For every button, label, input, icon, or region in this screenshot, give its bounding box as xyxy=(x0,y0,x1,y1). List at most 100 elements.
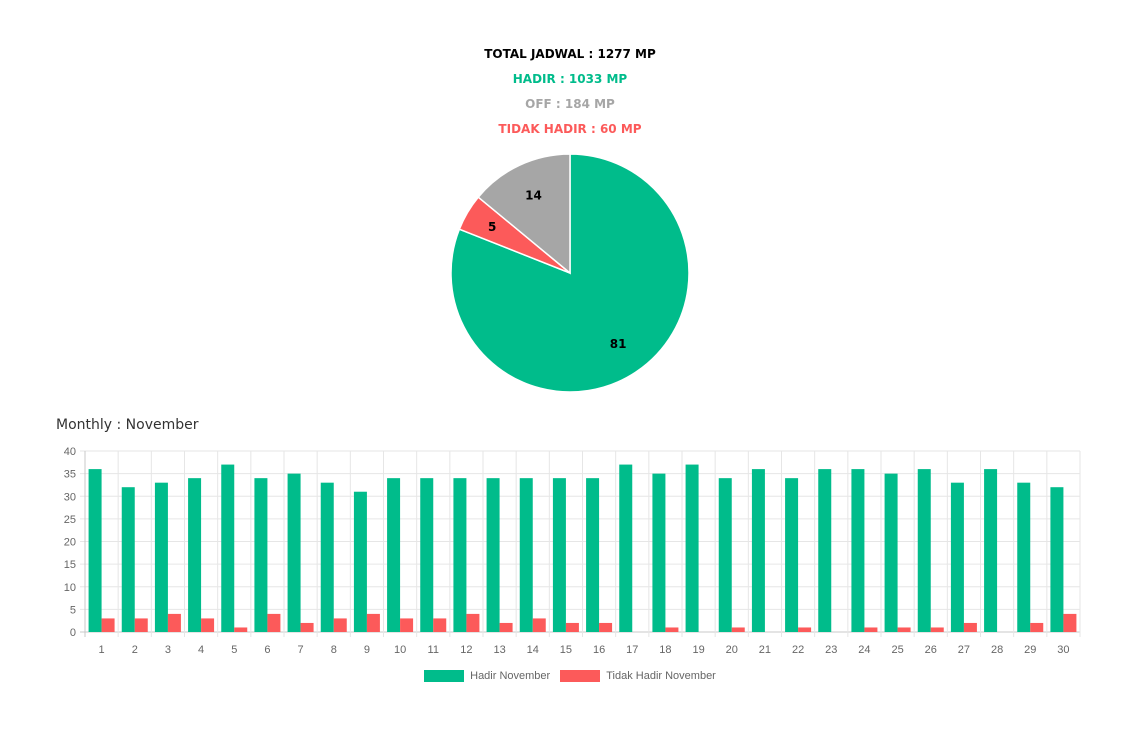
bar-tidak-hadir[interactable] xyxy=(134,618,148,632)
bar-hadir[interactable] xyxy=(88,469,102,632)
bar-tidak-hadir[interactable] xyxy=(930,627,944,632)
bar-hadir[interactable] xyxy=(718,478,732,632)
bar-tidak-hadir[interactable] xyxy=(1063,613,1077,632)
bar-tidak-hadir[interactable] xyxy=(300,622,314,632)
x-tick-label: 26 xyxy=(925,644,937,656)
x-tick-label: 15 xyxy=(560,644,572,656)
bar-hadir[interactable] xyxy=(1050,487,1064,632)
bar-hadir[interactable] xyxy=(1017,482,1031,632)
x-tick-label: 1 xyxy=(99,644,105,656)
x-tick-label: 21 xyxy=(759,644,771,656)
x-tick-label: 6 xyxy=(264,644,270,656)
bar-hadir[interactable] xyxy=(453,478,467,632)
off-text: OFF : 184 MP xyxy=(525,97,615,111)
attendance-summary: TOTAL JADWAL : 1277 MP HADIR : 1033 MP O… xyxy=(370,42,770,142)
bar-tidak-hadir[interactable] xyxy=(963,622,977,632)
bar-tidak-hadir[interactable] xyxy=(400,618,414,632)
bar-hadir[interactable] xyxy=(221,464,235,632)
bar-tidak-hadir[interactable] xyxy=(433,618,447,632)
bar-hadir[interactable] xyxy=(387,478,401,632)
x-tick-label: 16 xyxy=(593,644,605,656)
bar-tidak-hadir[interactable] xyxy=(731,627,745,632)
bar-hadir[interactable] xyxy=(486,478,500,632)
x-tick-label: 30 xyxy=(1057,644,1069,656)
x-tick-label: 3 xyxy=(165,644,171,656)
x-tick-label: 20 xyxy=(726,644,738,656)
bar-hadir[interactable] xyxy=(188,478,202,632)
bar-tidak-hadir[interactable] xyxy=(565,622,579,632)
x-tick-label: 2 xyxy=(132,644,138,656)
x-tick-label: 5 xyxy=(231,644,237,656)
y-tick-label: 5 xyxy=(70,604,76,616)
bar-hadir[interactable] xyxy=(320,482,334,632)
bar-hadir[interactable] xyxy=(519,478,533,632)
bar-hadir[interactable] xyxy=(851,469,865,632)
bar-tidak-hadir[interactable] xyxy=(599,622,613,632)
bar-tidak-hadir[interactable] xyxy=(665,627,679,632)
bar-hadir[interactable] xyxy=(552,478,566,632)
bar-hadir[interactable] xyxy=(353,491,367,632)
bar-tidak-hadir[interactable] xyxy=(101,618,115,632)
bar-tidak-hadir[interactable] xyxy=(333,618,347,632)
bar-tidak-hadir[interactable] xyxy=(201,618,215,632)
legend-swatch-hadir xyxy=(424,670,465,682)
x-tick-label: 22 xyxy=(792,644,804,656)
bar-tidak-hadir[interactable] xyxy=(267,613,281,632)
bar-hadir[interactable] xyxy=(619,464,633,632)
bar-tidak-hadir[interactable] xyxy=(897,627,911,632)
bar-hadir[interactable] xyxy=(984,469,998,632)
x-tick-label: 4 xyxy=(198,644,204,656)
pie-slice-2[interactable] xyxy=(477,153,571,275)
pie-slice-label-1: 5 xyxy=(488,220,496,234)
pie-slice-0[interactable] xyxy=(450,153,690,393)
x-tick-label: 18 xyxy=(659,644,671,656)
present-text: HADIR : 1033 MP xyxy=(512,72,628,86)
bar-hadir[interactable] xyxy=(685,464,699,632)
bar-hadir[interactable] xyxy=(818,469,832,632)
bar-tidak-hadir[interactable] xyxy=(499,622,513,632)
x-tick-label: 17 xyxy=(626,644,638,656)
y-tick-label: 25 xyxy=(64,514,76,526)
legend-label-tidak-hadir: Tidak Hadir November xyxy=(606,670,716,682)
legend-item-hadir[interactable]: Hadir November xyxy=(424,670,550,682)
total-schedule-text: TOTAL JADWAL : 1277 MP xyxy=(484,47,656,61)
y-tick-label: 0 xyxy=(70,627,76,639)
y-tick-label: 20 xyxy=(64,537,76,549)
bar-hadir[interactable] xyxy=(254,478,268,632)
bar-tidak-hadir[interactable] xyxy=(798,627,812,632)
bar-hadir[interactable] xyxy=(287,473,301,632)
bar-tidak-hadir[interactable] xyxy=(466,613,480,632)
attendance-pie-chart: 81 5 14 xyxy=(450,153,690,393)
x-tick-label: 10 xyxy=(394,644,406,656)
bar-hadir[interactable] xyxy=(586,478,600,632)
bar-chart-legend: Hadir November Tidak Hadir November xyxy=(0,670,1140,682)
bar-tidak-hadir[interactable] xyxy=(1030,622,1044,632)
bar-hadir[interactable] xyxy=(917,469,931,632)
x-tick-label: 8 xyxy=(331,644,337,656)
bar-tidak-hadir[interactable] xyxy=(234,627,248,632)
bar-hadir[interactable] xyxy=(751,469,765,632)
y-tick-label: 40 xyxy=(64,446,76,458)
x-tick-label: 7 xyxy=(298,644,304,656)
bar-hadir[interactable] xyxy=(652,473,666,632)
legend-item-tidak-hadir[interactable]: Tidak Hadir November xyxy=(560,670,716,682)
x-tick-label: 25 xyxy=(891,644,903,656)
x-tick-label: 29 xyxy=(1024,644,1036,656)
x-tick-label: 13 xyxy=(493,644,505,656)
bar-tidak-hadir[interactable] xyxy=(532,618,546,632)
bar-hadir[interactable] xyxy=(950,482,964,632)
bar-tidak-hadir[interactable] xyxy=(864,627,878,632)
bar-hadir[interactable] xyxy=(785,478,799,632)
bar-hadir[interactable] xyxy=(884,473,898,632)
bar-hadir[interactable] xyxy=(121,487,135,632)
x-tick-label: 11 xyxy=(428,644,439,656)
bar-hadir[interactable] xyxy=(154,482,168,632)
y-tick-label: 30 xyxy=(64,491,76,503)
bar-tidak-hadir[interactable] xyxy=(167,613,181,632)
bar-hadir[interactable] xyxy=(420,478,434,632)
legend-swatch-tidak-hadir xyxy=(560,670,601,682)
monthly-title: Monthly : November xyxy=(56,417,199,433)
bar-tidak-hadir[interactable] xyxy=(366,613,380,632)
x-tick-label: 27 xyxy=(958,644,970,656)
legend-label-hadir: Hadir November xyxy=(470,670,551,682)
